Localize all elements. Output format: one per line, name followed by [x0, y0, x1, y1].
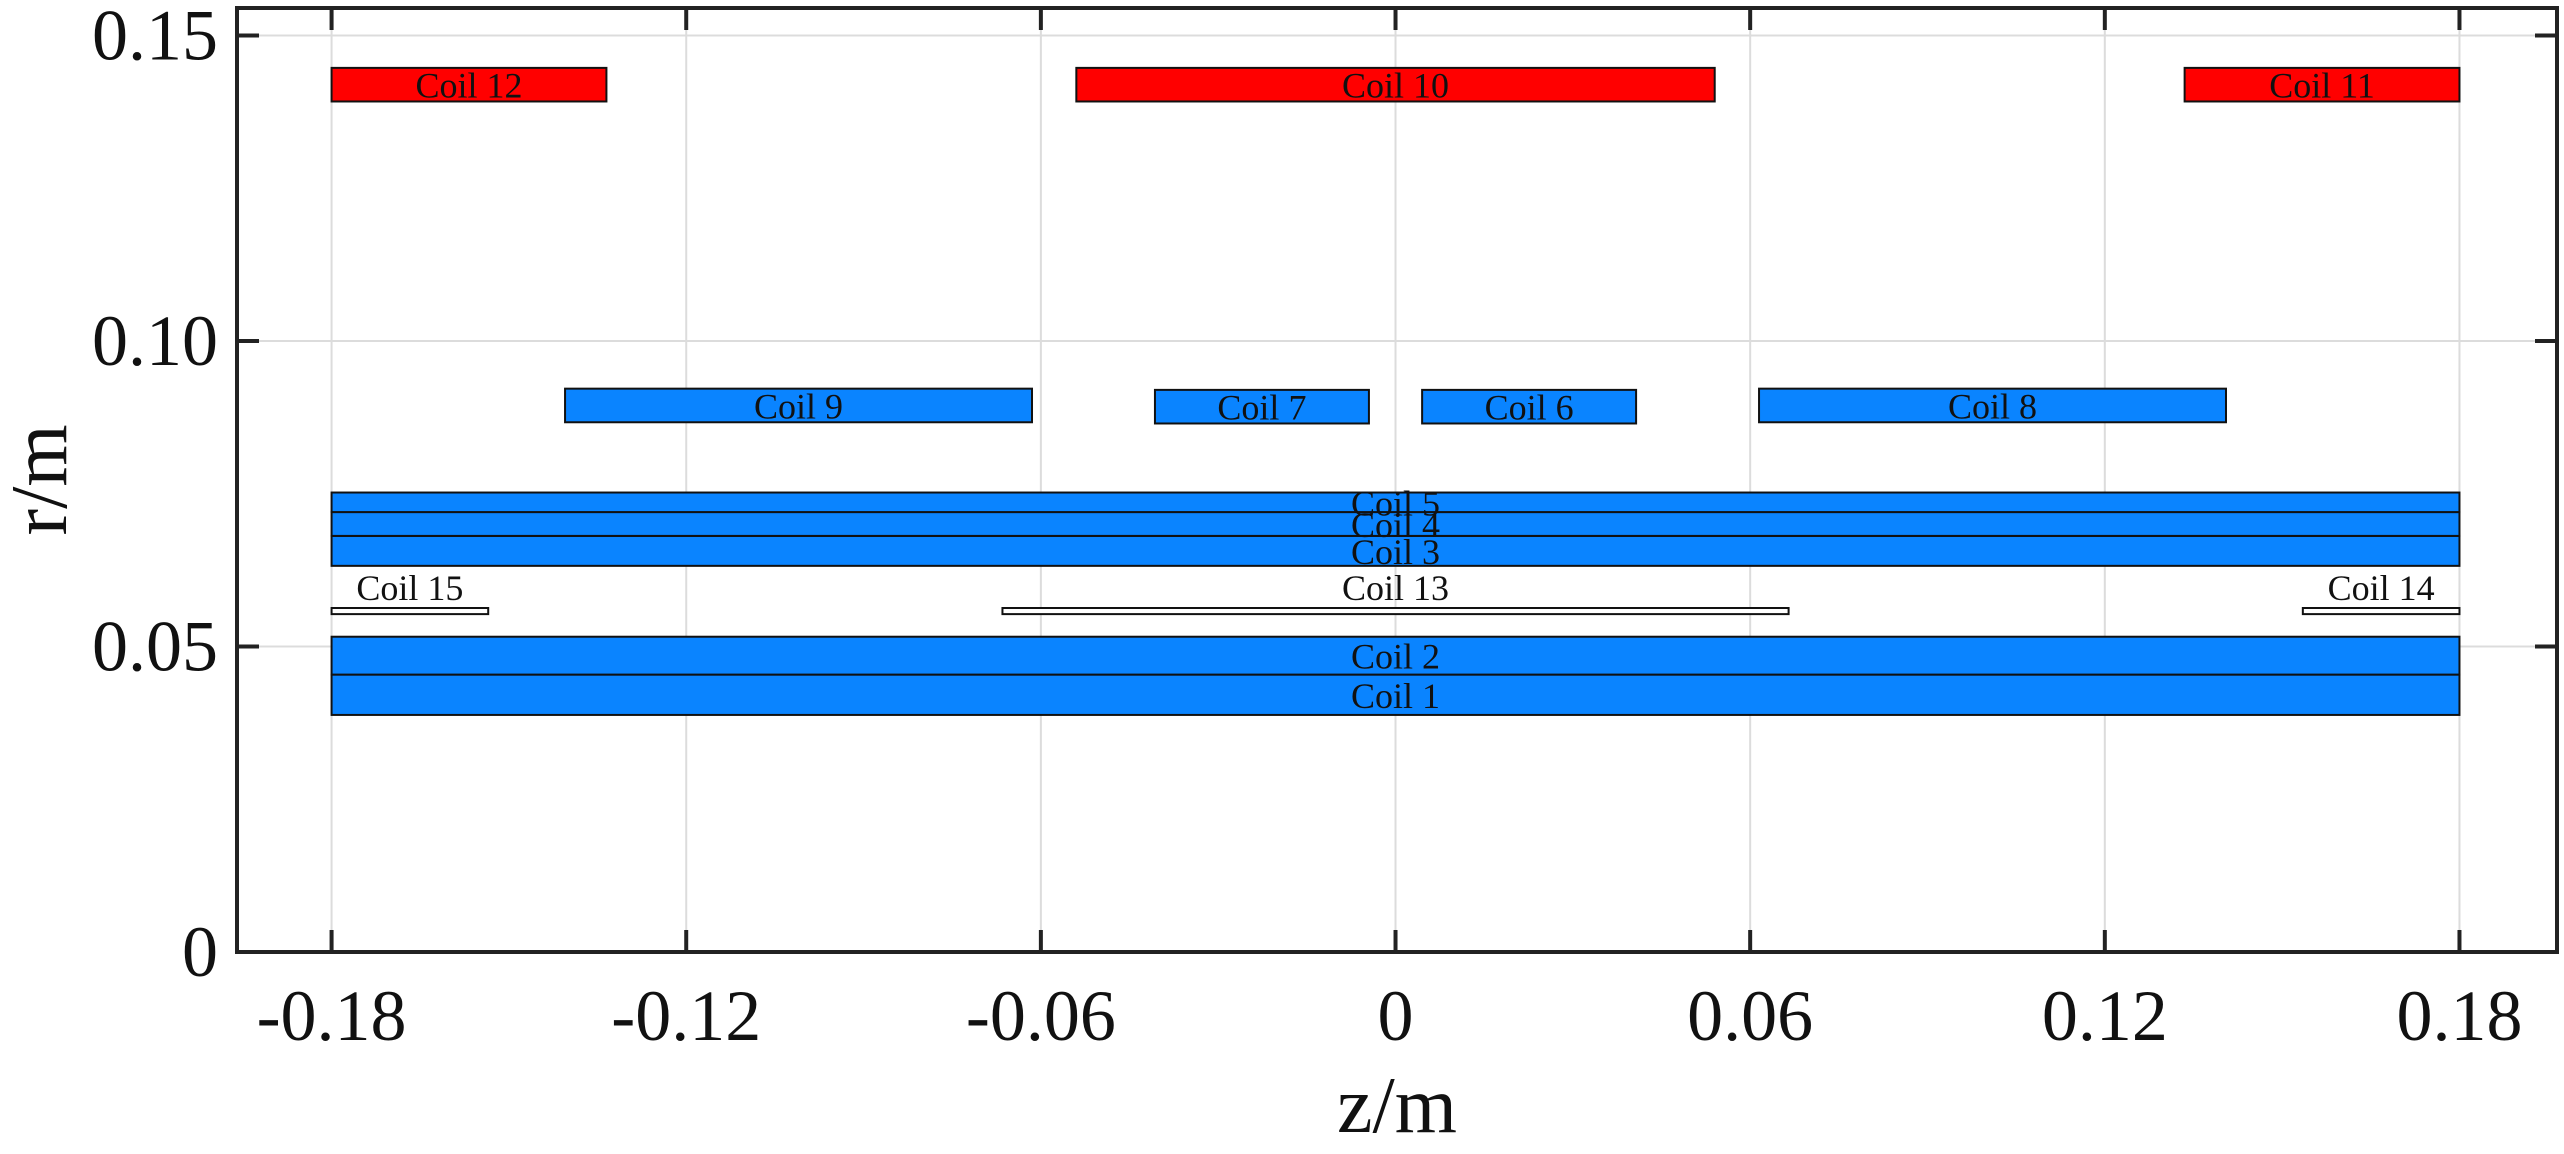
coil-9-label: Coil 9 [754, 386, 843, 426]
coil-2-rect [330, 635, 2461, 676]
x-tick-label: -0.12 [611, 976, 761, 1056]
x-tick-label: 0.12 [2042, 976, 2168, 1056]
coil-8-label: Coil 8 [1948, 386, 2037, 426]
coil-8-rect [1758, 387, 2227, 424]
grid-lines [237, 8, 2557, 953]
coil-1-label: Coil 1 [1351, 676, 1440, 716]
y-tick-label: 0 [182, 912, 218, 992]
coil-3-label: Coil 3 [1351, 532, 1440, 572]
coil-10-label: Coil 10 [1342, 66, 1449, 106]
coil-13-label: Coil 13 [1342, 568, 1449, 608]
coil-3-rect [330, 534, 2461, 567]
x-tick-label: 0.18 [2396, 976, 2522, 1056]
x-tick-label: -0.06 [966, 976, 1116, 1056]
coil-12-rect [330, 66, 608, 103]
coil-2-label: Coil 2 [1351, 637, 1440, 677]
coil-7-rect [1153, 388, 1370, 425]
coil-5-label: Coil 5 [1351, 483, 1440, 523]
coil-4-label: Coil 4 [1351, 505, 1440, 545]
coil-12-label: Coil 12 [415, 66, 522, 106]
coil-6-label: Coil 6 [1485, 388, 1574, 428]
x-axis-label: z/m [1337, 1062, 1457, 1150]
y-axis-label: r/m [0, 424, 84, 535]
coil-14-rect [2301, 607, 2461, 616]
x-tick-label: 0 [1378, 976, 1414, 1056]
coil-6-rect [1421, 388, 1638, 425]
y-tick-label: 0.10 [92, 301, 218, 381]
coil-rectangles [330, 66, 2461, 716]
y-tick-label: 0.15 [92, 0, 218, 75]
coil-15-label: Coil 15 [356, 568, 463, 608]
axis-ticks [237, 8, 2557, 954]
x-tick-labels: -0.18 -0.12 -0.06 0 0.06 0.12 0.18 [257, 976, 2523, 1056]
coil-11-label: Coil 11 [2269, 66, 2375, 106]
coil-1-rect [330, 673, 2461, 716]
x-tick-label: 0.06 [1687, 976, 1813, 1056]
coil-5-rect [330, 491, 2461, 514]
coil-7-label: Coil 7 [1217, 388, 1306, 428]
coil-13-rect [1001, 607, 1790, 616]
coil-14-label: Coil 14 [2328, 568, 2435, 608]
coil-9-rect [564, 387, 1034, 424]
coil-10-rect [1075, 66, 1716, 103]
y-tick-labels: 0 0.05 0.10 0.15 [92, 0, 218, 992]
coil-15-rect [330, 607, 490, 616]
plot-frame [235, 6, 2559, 954]
y-tick-label: 0.05 [92, 606, 218, 686]
coil-11-rect [2183, 66, 2461, 103]
x-tick-label: -0.18 [257, 976, 407, 1056]
